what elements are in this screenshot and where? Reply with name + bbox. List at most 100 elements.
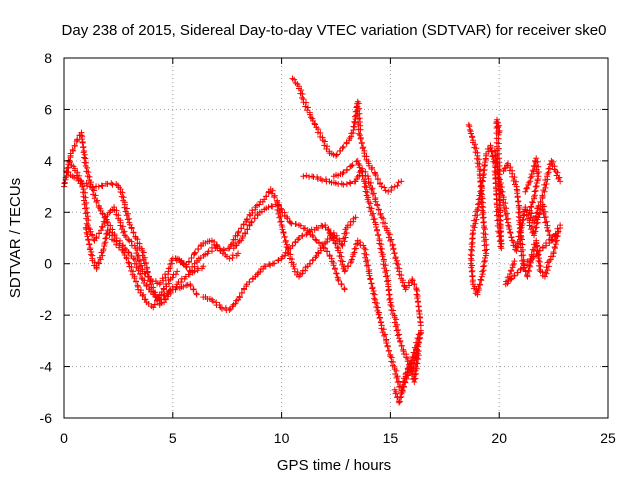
data-point-interp (61, 179, 68, 186)
data-point-interp (289, 242, 296, 249)
x-tick-label: 25 (600, 430, 616, 446)
data-point-interp (98, 223, 105, 230)
data-point-interp (395, 261, 402, 268)
data-point-interp (393, 374, 400, 381)
data-point-interp (109, 181, 116, 188)
data-point-interp (312, 121, 319, 128)
data-point (507, 271, 514, 277)
data-point-interp (477, 276, 484, 283)
data-point (235, 250, 242, 257)
data-point-interp (395, 179, 402, 186)
data-point-interp (275, 257, 282, 264)
data-point-interp (467, 260, 474, 267)
data-point-interp (291, 76, 298, 83)
data-point-interp (143, 282, 150, 289)
data-point-interp (89, 232, 96, 239)
data-point-interp (332, 266, 339, 273)
data-point-interp (290, 263, 297, 270)
data-point-interp (95, 259, 102, 266)
data-point (546, 258, 553, 265)
data-point-interp (413, 360, 420, 367)
data-point-interp (519, 257, 526, 264)
data-point-interp (342, 267, 349, 274)
data-point-interp (478, 277, 485, 284)
data-point-interp (377, 211, 384, 218)
data-point-interp (552, 233, 559, 240)
data-point (352, 214, 359, 221)
data-point (80, 186, 87, 193)
data-point-interp (90, 187, 97, 194)
data-point-interp (131, 275, 138, 282)
data-point-interp (303, 231, 310, 238)
x-tick-label: 20 (491, 430, 507, 446)
data-point-interp (351, 118, 358, 125)
data-point-interp (315, 249, 322, 256)
data-point-interp (525, 179, 532, 186)
data-point-interp (100, 246, 107, 253)
data-point-interp (386, 231, 393, 238)
data-point-interp (276, 214, 283, 221)
data-point-interp (472, 141, 479, 148)
data-point-interp (467, 251, 474, 258)
data-point-interp (472, 290, 479, 297)
data-point-interp (549, 253, 556, 260)
data-point-interp (368, 205, 375, 212)
data-point-interp (383, 227, 390, 234)
data-point (387, 353, 394, 360)
data-point-interp (360, 242, 367, 249)
data-point-interp (277, 218, 284, 225)
data-point-interp (364, 196, 371, 203)
data-point-interp (493, 156, 500, 163)
data-point-interp (544, 267, 551, 274)
data-point-interp (379, 253, 386, 260)
data-point-interp (195, 246, 202, 253)
data-point-interp (395, 326, 402, 333)
data-point (354, 157, 361, 164)
data-point-interp (492, 152, 499, 159)
data-point-interp (468, 130, 475, 137)
data-point-interp (367, 276, 374, 283)
data-point-interp (541, 203, 548, 210)
data-point-interp (356, 164, 363, 171)
data-point-interp (192, 249, 199, 256)
data-point-interp (138, 287, 145, 294)
data-point-interp (338, 180, 345, 187)
data-point-interp (480, 219, 487, 226)
data-point (217, 304, 224, 311)
x-axis: 0 5 10 15 20 25 (60, 58, 616, 446)
data-point (548, 157, 555, 164)
data-point-interp (355, 130, 362, 137)
data-point-interp (303, 99, 310, 106)
data-point-interp (414, 335, 421, 342)
data-point-interp (263, 193, 270, 200)
data-point (400, 348, 407, 355)
data-point (535, 173, 542, 180)
data-point-interp (94, 197, 101, 204)
data-point-interp (537, 263, 544, 270)
data-point-interp (388, 184, 395, 191)
data-point-interp (357, 135, 364, 142)
data-point-interp (79, 136, 86, 143)
data-point-interp (411, 281, 418, 288)
data-point-interp (533, 239, 540, 246)
data-point-interp (493, 135, 500, 142)
data-point-interp (481, 262, 488, 269)
data-point-interp (364, 173, 371, 180)
data-point-interp (493, 159, 500, 166)
data-point-interp (335, 277, 342, 284)
data-point-interp (238, 289, 245, 296)
data-point (217, 247, 224, 254)
data-point-interp (394, 393, 401, 400)
data-point-interp (533, 209, 540, 216)
data-point-interp (376, 315, 383, 322)
data-point-interp (412, 375, 419, 382)
data-point-interp (368, 280, 375, 287)
data-point-interp (269, 187, 276, 194)
data-point-interp (537, 198, 544, 205)
data-point-interp (476, 161, 483, 168)
data-point-interp (142, 270, 149, 277)
data-point-interp (82, 155, 89, 162)
data-point-interp (508, 234, 515, 241)
data-point-interp (477, 188, 484, 195)
data-point-interp (141, 260, 148, 267)
